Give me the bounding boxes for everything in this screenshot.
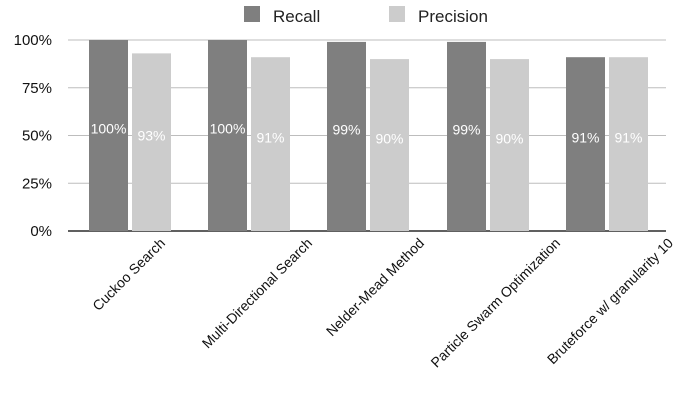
legend-swatch-precision: [389, 6, 405, 22]
bar-precision-1: [251, 57, 290, 231]
legend-label-recall: Recall: [273, 7, 320, 26]
legend-swatch-recall: [244, 6, 260, 22]
bar-precision-4: [609, 57, 648, 231]
data-label-precision-1: 91%: [256, 129, 284, 145]
bar-recall-4: [566, 57, 605, 231]
bar-recall-1: [208, 40, 247, 231]
legend-label-precision: Precision: [418, 7, 488, 26]
y-tick-label: 25%: [22, 175, 52, 192]
bar-recall-2: [327, 41, 366, 231]
x-axis-categories: Cuckoo Search Multi-Directional Search Nel…: [89, 235, 676, 371]
bar-precision-2: [370, 59, 409, 231]
data-label-precision-3: 90%: [495, 130, 523, 146]
x-category-label: Multi-Directional Search: [199, 235, 315, 351]
data-label-recall-3: 99%: [452, 122, 480, 138]
data-label-recall-4: 91%: [571, 129, 599, 145]
bar-recall-0: [89, 40, 128, 231]
legend: Recall Precision: [244, 6, 488, 26]
data-label-precision-4: 91%: [614, 129, 642, 145]
x-category-label: Nelder-Mead Method: [323, 235, 427, 339]
x-category-label: Cuckoo Search: [89, 235, 168, 314]
bar-precision-3: [490, 59, 529, 231]
y-tick-label: 0%: [30, 223, 52, 240]
data-label-recall-0: 100%: [91, 121, 127, 137]
y-tick-label: 75%: [22, 80, 52, 97]
x-category-label: Particle Swarm Optimization: [427, 235, 563, 371]
data-label-recall-1: 100%: [210, 121, 246, 137]
bar-recall-3: [447, 41, 486, 231]
bars: 100% 93% 100% 91% 99% 90% 99% 90% 91% 91%: [89, 40, 648, 232]
data-label-precision-2: 90%: [375, 130, 403, 146]
data-label-precision-0: 93%: [137, 127, 165, 143]
y-tick-label: 100%: [14, 32, 52, 49]
bar-precision-0: [132, 53, 171, 232]
x-category-label: Bruteforce w/ granularity 10: [544, 235, 676, 368]
y-tick-label: 50%: [22, 128, 52, 145]
y-axis-ticks: 0% 25% 50% 75% 100%: [14, 32, 52, 240]
data-label-recall-2: 99%: [332, 122, 360, 138]
